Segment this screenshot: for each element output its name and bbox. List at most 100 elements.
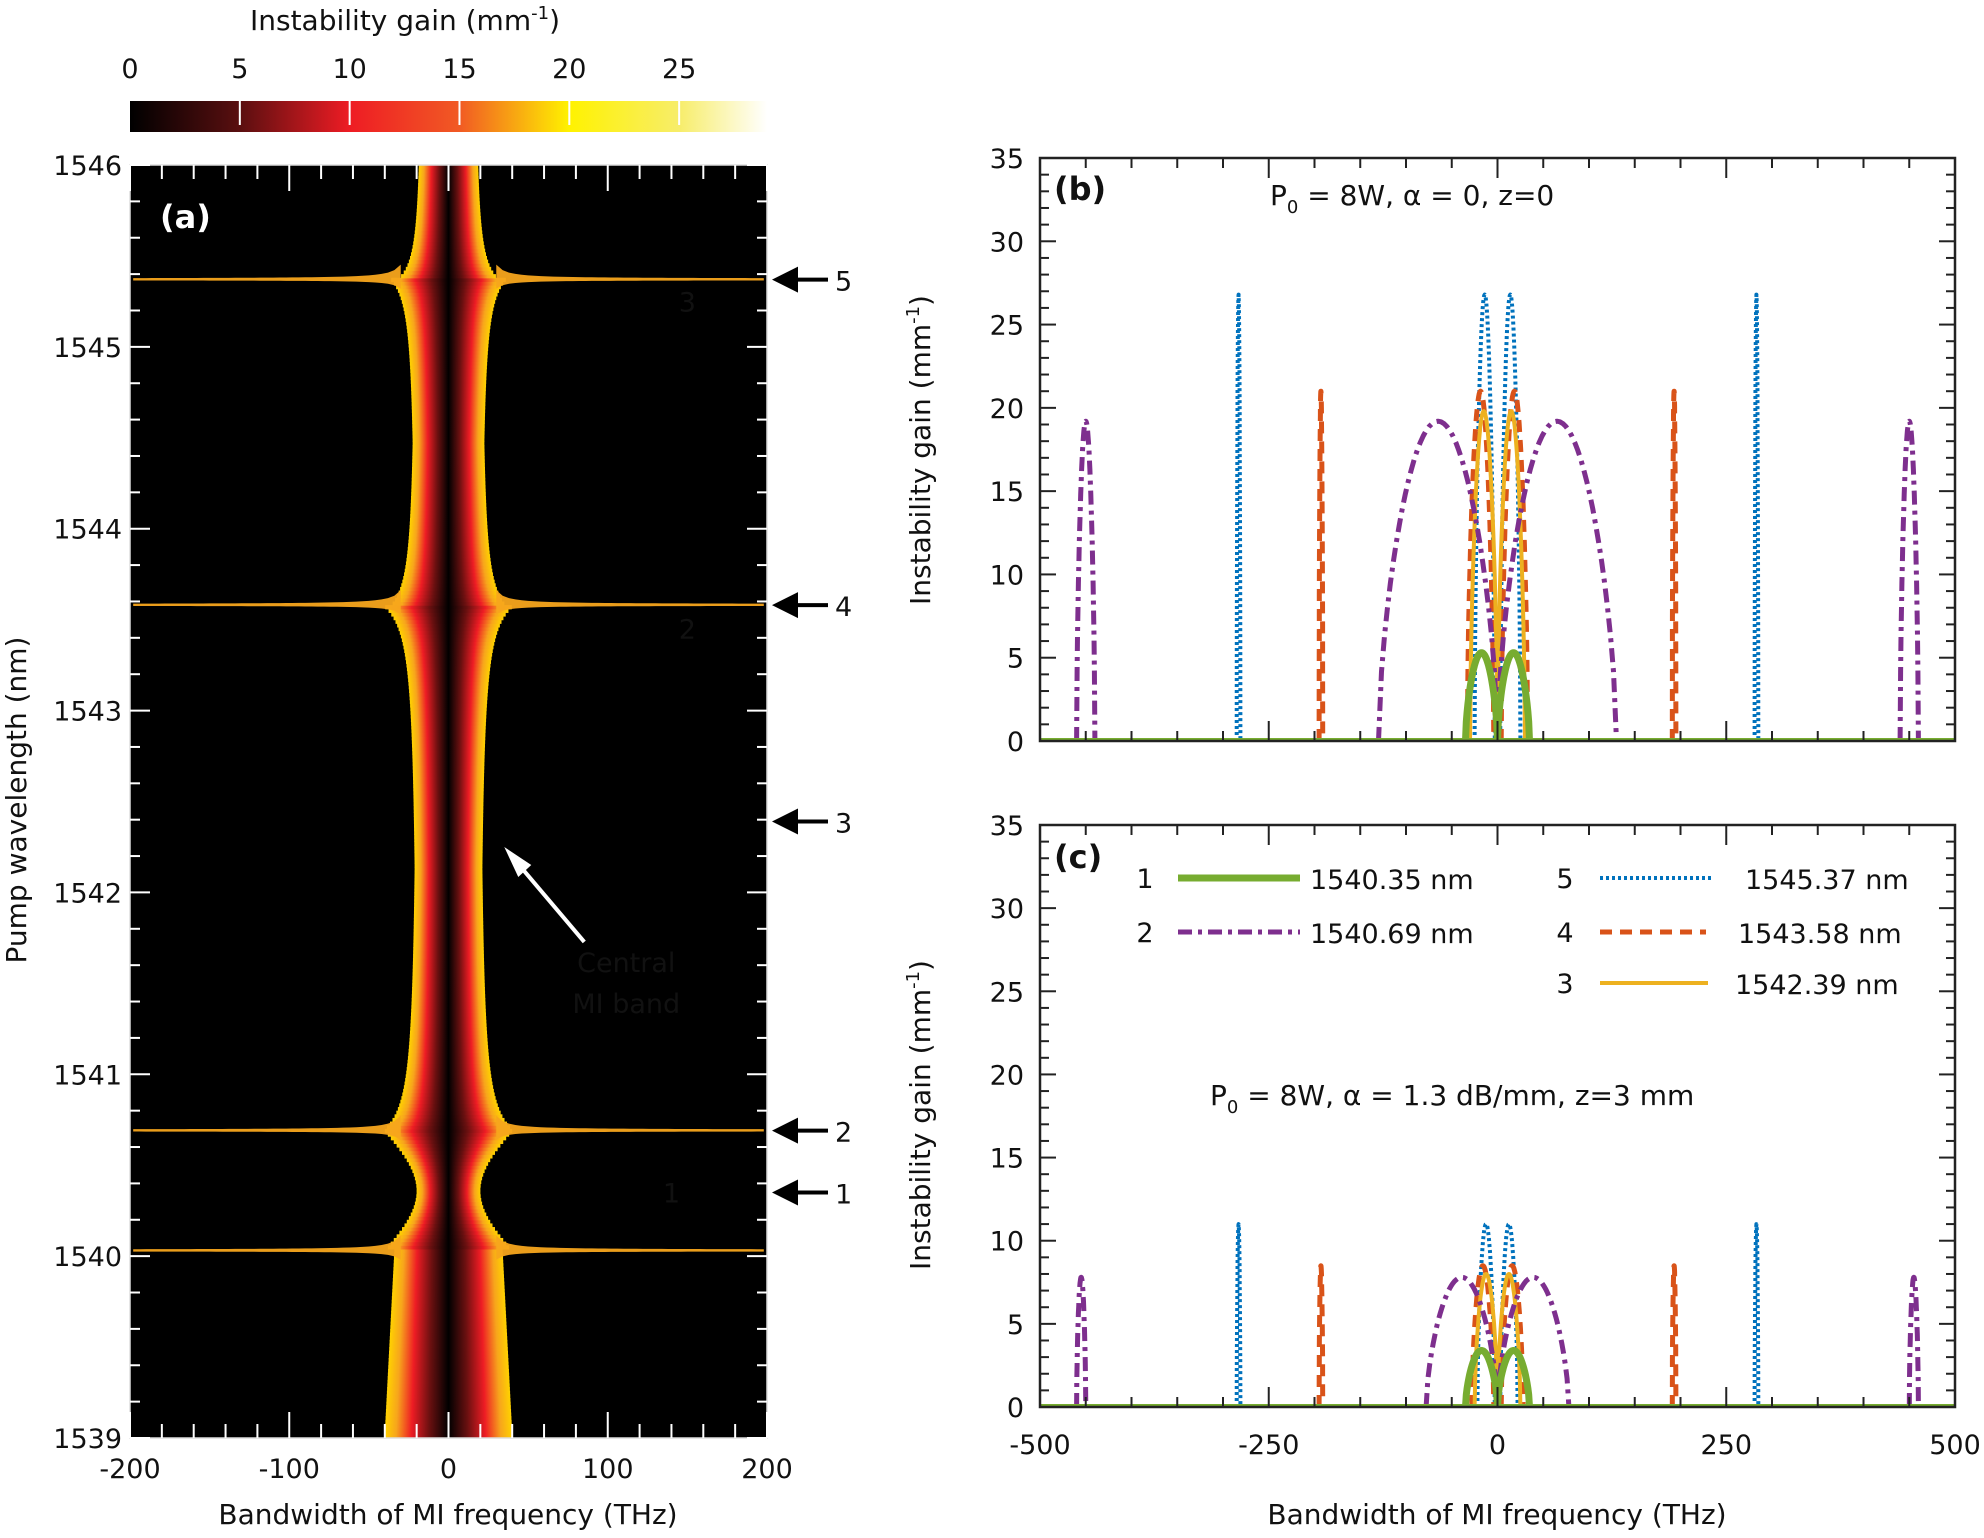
- heatmap-band-right: [448, 1321, 507, 1326]
- heatmap-band-right: [448, 383, 487, 388]
- heatmap-band-right: [448, 368, 487, 373]
- heatmap-band-right: [448, 197, 480, 202]
- heatmap-band-left: [412, 459, 449, 464]
- heatmap-band-right: [448, 1245, 510, 1250]
- legend-entry: 2 1540.69 nm: [1136, 918, 1473, 950]
- heatmap-band-left: [388, 1354, 449, 1359]
- heatmap-band-right: [448, 765, 485, 770]
- heatmap-band-right: [448, 623, 500, 628]
- heatmap-band-left: [410, 368, 449, 373]
- heatmap-band-right: [448, 746, 485, 752]
- heatmap-band-right: [448, 1234, 501, 1239]
- heatmap-band-right: [448, 863, 483, 868]
- heatmap-band-right: [448, 634, 497, 639]
- heatmap-band-left: [413, 950, 449, 955]
- heatmap-band-left: [408, 1045, 449, 1050]
- heatmap-band-right: [448, 1179, 482, 1184]
- heatmap-band-left: [402, 1227, 449, 1232]
- heatmap-band-left: [393, 1274, 449, 1279]
- heatmap-band-right: [448, 1292, 505, 1297]
- heatmap-band-right: [448, 248, 486, 253]
- heatmap-band-right: [448, 405, 486, 410]
- heatmap-resonance-wing: [133, 1235, 401, 1260]
- heatmap-band-left: [404, 648, 449, 653]
- heatmap-band-right: [448, 1136, 507, 1141]
- heatmap-band-left: [410, 1016, 449, 1021]
- heatmap-band-left: [413, 819, 449, 824]
- side-marker-arrowhead: [772, 592, 798, 619]
- heatmap-band-left: [387, 1376, 449, 1381]
- panel-a-ytick-label: 1539: [53, 1424, 122, 1455]
- panel-a-axes: -200 -100 0 100 200 1539 1540 1541 1542 1543 1544 1…: [53, 151, 792, 1485]
- heatmap-band-right: [448, 361, 488, 366]
- heatmap-band-right: [448, 379, 487, 384]
- heatmap-band-right: [448, 1274, 504, 1279]
- heatmap-band-left: [411, 1008, 449, 1014]
- heatmap-band-right: [448, 779, 484, 784]
- heatmap-band-left: [399, 1103, 449, 1108]
- heatmap-band-left: [412, 765, 449, 770]
- series-3-lobe: [1495, 1272, 1523, 1407]
- legend-entry: 3 1542.39 nm: [1556, 969, 1898, 1001]
- heatmap-band-right: [448, 1412, 512, 1417]
- heatmap-band-left: [406, 321, 449, 326]
- heatmap-band-left: [408, 343, 449, 348]
- heatmap-band-left: [392, 1117, 449, 1123]
- heatmap-band-right: [448, 965, 485, 970]
- heatmap-band-right: [448, 445, 485, 450]
- heatmap-band-left: [389, 1336, 449, 1341]
- heatmap-band-left: [413, 237, 449, 242]
- heatmap-band-left: [408, 339, 449, 344]
- heatmap-band-left: [410, 1023, 449, 1028]
- panel-a-ytick-label: 1541: [53, 1060, 122, 1091]
- heatmap-band-right: [448, 1252, 503, 1257]
- heatmap-band-left: [416, 1194, 449, 1199]
- heatmap-band-right: [448, 1394, 511, 1399]
- heatmap-band-left: [408, 1048, 449, 1054]
- heatmap-band-left: [396, 285, 449, 290]
- heatmap-band-left: [405, 266, 449, 272]
- heatmap-band-left: [411, 997, 449, 1003]
- series-2-lobe: [1906, 1274, 1921, 1407]
- heatmap-band-left: [415, 223, 449, 228]
- heatmap-band-left: [413, 797, 449, 803]
- heatmap-band-left: [412, 441, 449, 446]
- heatmap-band-left: [396, 1110, 449, 1115]
- heatmap-band-left: [408, 543, 449, 548]
- heatmap-band-left: [414, 906, 449, 912]
- heatmap-band-left: [391, 277, 449, 282]
- heatmap-band-left: [412, 466, 449, 472]
- heatmap-band-left: [410, 383, 449, 388]
- heatmap-band-left: [411, 412, 449, 417]
- heatmap-band-left: [413, 1172, 449, 1177]
- legend-label: 1540.35 nm: [1310, 865, 1474, 896]
- heatmap-band-right: [448, 1205, 484, 1210]
- panel-a-side-markers: 5 4 3 2 1: [772, 266, 852, 1210]
- heatmap-band-left: [411, 1012, 449, 1017]
- heatmap-band-left: [418, 179, 449, 184]
- heatmap-band-right: [448, 939, 484, 944]
- heatmap-band-left: [412, 986, 449, 992]
- heatmap-band-right: [448, 1041, 488, 1046]
- heatmap-band-right: [448, 1379, 510, 1385]
- heatmap-band-right: [448, 1103, 498, 1108]
- heatmap-band-right: [448, 772, 485, 777]
- series-5-lobe: [1498, 292, 1523, 741]
- heatmap-band-right: [448, 990, 486, 995]
- heatmap-band-left: [406, 554, 449, 559]
- heatmap-band-right: [448, 659, 492, 664]
- heatmap-band-left: [401, 274, 449, 279]
- heatmap-band-right: [448, 1070, 491, 1075]
- heatmap-band-right: [448, 652, 493, 657]
- heatmap-band-right: [448, 172, 479, 177]
- ytick-label: 30: [990, 227, 1024, 258]
- heatmap-band-left: [412, 772, 449, 777]
- heatmap-band-right: [448, 1263, 504, 1268]
- heatmap-band-right: [448, 346, 489, 352]
- heatmap-band-right: [448, 1365, 509, 1370]
- heatmap-band-right: [448, 1216, 489, 1221]
- heatmap-band-left: [405, 656, 449, 661]
- heatmap-band-right: [448, 1212, 487, 1217]
- heatmap-band-right: [448, 1023, 487, 1028]
